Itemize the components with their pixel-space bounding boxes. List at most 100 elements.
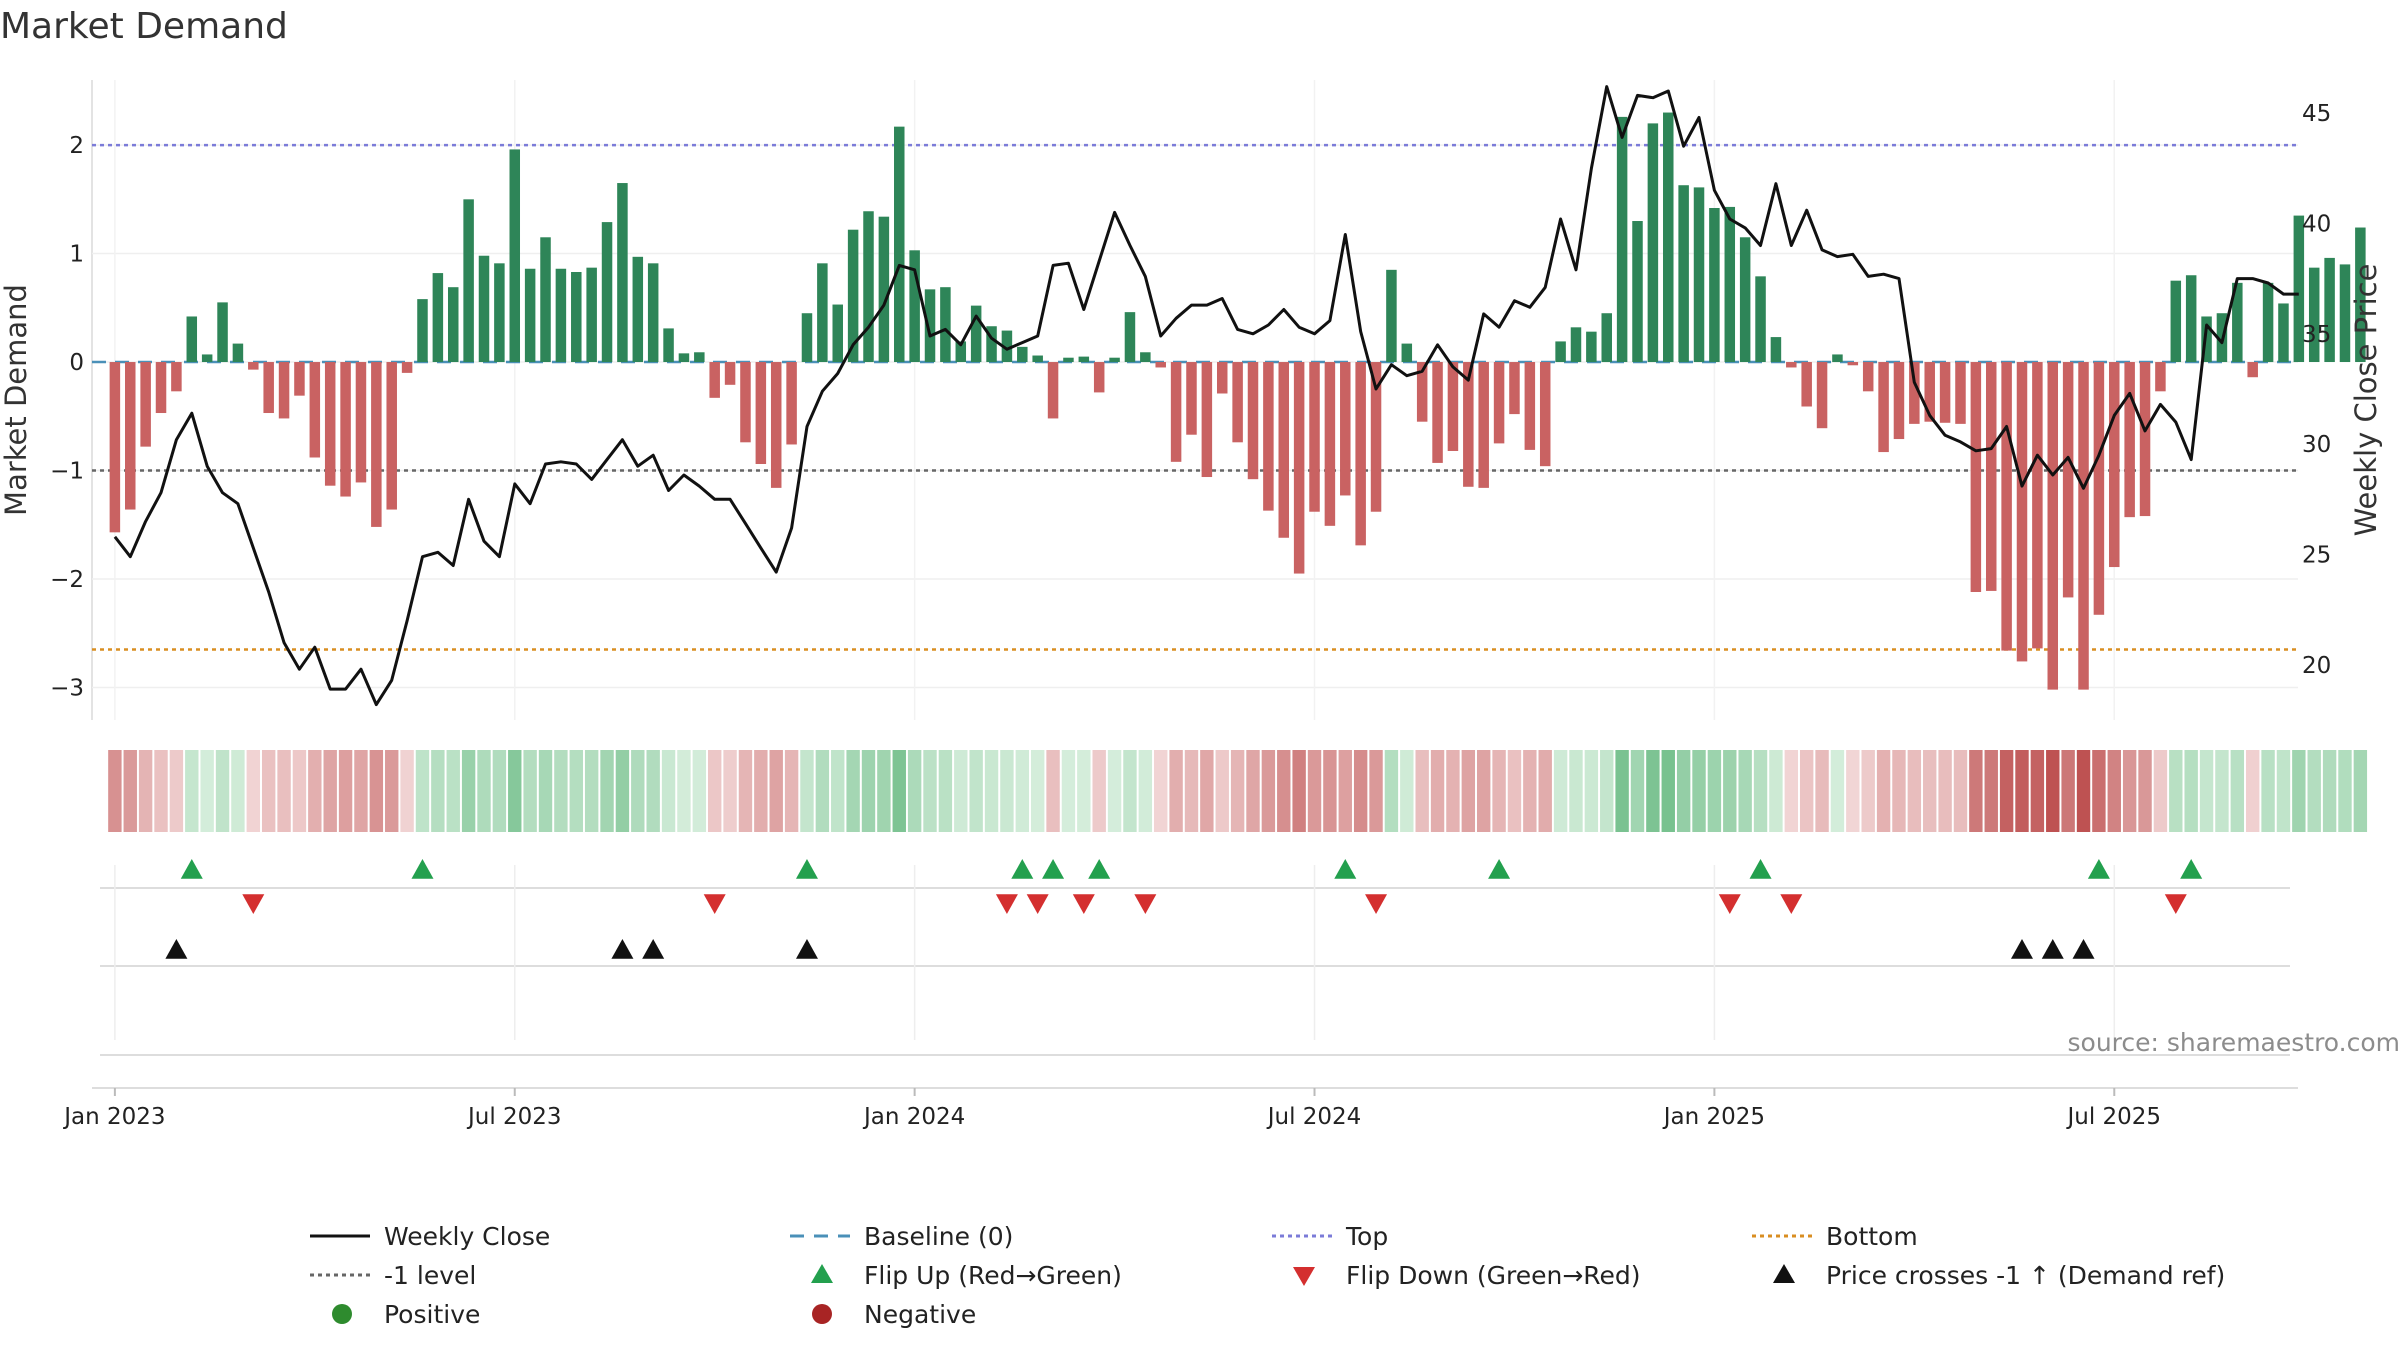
legend-swatch-price-cross bbox=[1773, 1264, 1795, 1283]
legend-label: Flip Up (Red→Green) bbox=[864, 1261, 1122, 1290]
demand-bar bbox=[2262, 282, 2274, 363]
heat-cell bbox=[1507, 750, 1522, 832]
demand-bar bbox=[694, 352, 705, 363]
demand-bar bbox=[955, 341, 967, 363]
x-tick-label: Jul 2024 bbox=[1266, 1104, 1362, 1130]
heat-cell bbox=[215, 750, 230, 832]
demand-bar bbox=[1755, 276, 1766, 363]
demand-bar bbox=[1816, 362, 1828, 429]
heat-cell bbox=[800, 750, 814, 832]
heat-cell bbox=[508, 750, 522, 832]
demand-bar bbox=[1678, 185, 1689, 363]
price-cross-marker bbox=[2011, 939, 2033, 959]
demand-bar bbox=[417, 299, 428, 363]
flip-up-marker bbox=[1088, 859, 1111, 879]
heat-cell bbox=[354, 750, 368, 832]
demand-bar bbox=[324, 362, 336, 486]
demand-bar bbox=[1047, 362, 1059, 419]
demand-bar bbox=[371, 362, 382, 527]
demand-bar bbox=[1878, 362, 1889, 453]
heat-cell bbox=[1799, 750, 1814, 832]
demand-bar bbox=[1509, 362, 1520, 415]
flip-up-marker bbox=[1011, 859, 1034, 879]
heat-cell bbox=[723, 750, 737, 832]
heat-cell bbox=[1123, 750, 1137, 832]
demand-bar bbox=[894, 126, 905, 363]
price-line-group bbox=[113, 85, 2299, 707]
demand-bar bbox=[1170, 362, 1182, 462]
weekly-close-line bbox=[113, 85, 2299, 707]
demand-bar bbox=[1862, 362, 1874, 392]
demand-bar bbox=[1093, 362, 1105, 393]
heat-cell bbox=[138, 750, 153, 832]
heat-cell bbox=[369, 750, 384, 832]
heat-cell bbox=[892, 750, 906, 832]
heat-cell bbox=[1000, 750, 1014, 832]
demand-bar bbox=[770, 362, 782, 488]
heat-cell bbox=[1030, 750, 1045, 832]
heat-cell bbox=[261, 750, 276, 832]
y-tick-left: 0 bbox=[69, 350, 84, 376]
heat-cell bbox=[1184, 750, 1199, 832]
heat-cell bbox=[2292, 750, 2306, 832]
heat-cell bbox=[2092, 750, 2106, 832]
demand-bars bbox=[109, 112, 2366, 690]
demand-bar bbox=[2324, 257, 2335, 363]
demand-bar bbox=[2339, 264, 2351, 363]
demand-bar bbox=[555, 268, 567, 363]
price-cross-marker bbox=[165, 939, 188, 959]
demand-bar bbox=[1770, 337, 1782, 363]
heat-cell bbox=[461, 750, 476, 832]
demand-bar bbox=[1847, 362, 1859, 366]
heat-cell bbox=[954, 750, 968, 832]
demand-bar bbox=[2032, 362, 2043, 649]
demand-bar bbox=[1478, 362, 1489, 488]
chart-title: Market Demand bbox=[0, 6, 288, 47]
flip-down-marker bbox=[1718, 894, 1741, 914]
heat-cell bbox=[784, 750, 799, 832]
demand-bar bbox=[586, 267, 597, 363]
heat-cell bbox=[1938, 750, 1952, 832]
legend-label: Baseline (0) bbox=[864, 1222, 1013, 1251]
flip-down-marker bbox=[703, 894, 726, 914]
y-tick-right: 25 bbox=[2302, 542, 2331, 568]
y-tick-right: 40 bbox=[2302, 211, 2331, 237]
demand-bar bbox=[2047, 362, 2059, 690]
demand-bar bbox=[1401, 343, 1413, 363]
heat-cell bbox=[1400, 750, 1414, 832]
demand-bar bbox=[786, 362, 797, 445]
heat-cell bbox=[584, 750, 599, 832]
demand-bar bbox=[1201, 362, 1213, 478]
demand-bar bbox=[571, 272, 582, 363]
demand-bar bbox=[1293, 362, 1305, 574]
flip-down-marker bbox=[2164, 894, 2187, 914]
heat-cell bbox=[492, 750, 507, 832]
heat-cell bbox=[1769, 750, 1783, 832]
demand-bar bbox=[1570, 327, 1582, 363]
legend-label: Negative bbox=[864, 1300, 976, 1329]
heat-cell bbox=[2076, 750, 2091, 832]
legend-label: Price crosses -1 ↑ (Demand ref) bbox=[1826, 1261, 2225, 1290]
demand-bar bbox=[1739, 237, 1751, 363]
demand-bar bbox=[1447, 362, 1459, 451]
heat-cell bbox=[2015, 750, 2029, 832]
demand-bar bbox=[1801, 362, 1812, 407]
demand-bar bbox=[940, 287, 951, 363]
demand-bar bbox=[1939, 362, 1951, 423]
heat-cell bbox=[2046, 750, 2060, 832]
heat-cell bbox=[1261, 750, 1276, 832]
y-axis-label-left: Market Demand bbox=[0, 284, 33, 516]
heat-cell bbox=[1323, 750, 1337, 832]
heat-cell bbox=[2107, 750, 2121, 832]
heat-cell bbox=[2169, 750, 2183, 832]
y-tick-right: 45 bbox=[2302, 101, 2331, 127]
heat-cell bbox=[1415, 750, 1429, 832]
heat-cell bbox=[1292, 750, 1306, 832]
heat-cell bbox=[1230, 750, 1245, 832]
demand-bar bbox=[1232, 362, 1243, 443]
price-cross-marker bbox=[2041, 939, 2064, 959]
heat-cell bbox=[754, 750, 768, 832]
demand-bar bbox=[294, 362, 305, 396]
demand-bar bbox=[186, 316, 198, 363]
legend: Weekly Close Baseline (0) Top Bottom -1 leve… bbox=[310, 1222, 2225, 1329]
